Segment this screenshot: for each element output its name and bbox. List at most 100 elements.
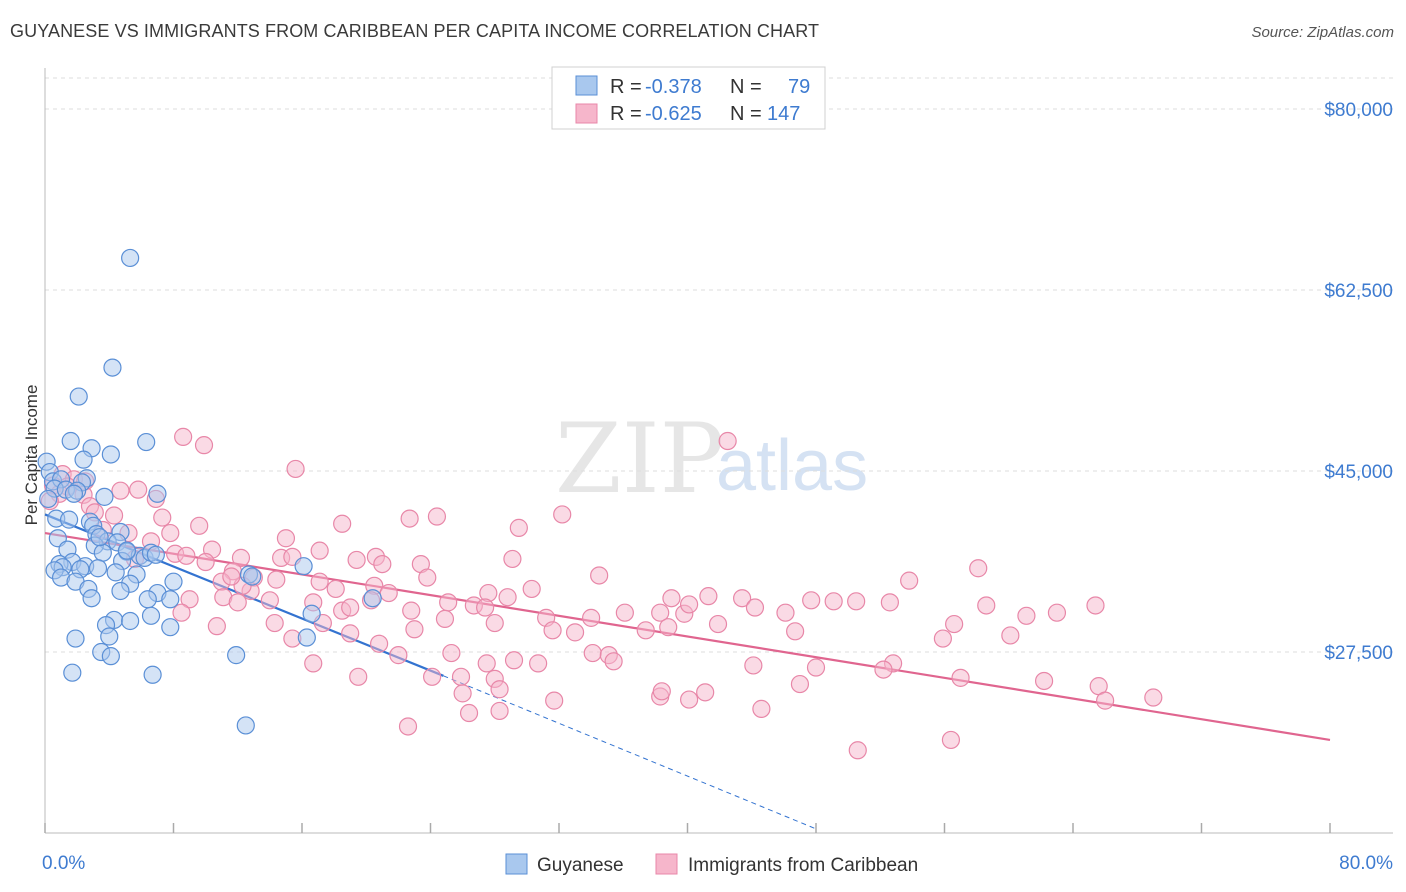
point-guyanese [138, 590, 157, 609]
point-caribbean [260, 591, 279, 610]
point-caribbean [604, 652, 623, 671]
point-caribbean [442, 643, 461, 663]
legend-n-value-2: 147 [767, 103, 800, 125]
source-credit: Source: ZipAtlas.com [1251, 24, 1394, 41]
point-caribbean [786, 622, 805, 641]
point-caribbean [402, 601, 421, 620]
chart-title: GUYANESE VS IMMIGRANTS FROM CARIBBEAN PE… [10, 21, 820, 41]
point-caribbean [490, 701, 509, 721]
point-caribbean [790, 674, 810, 694]
legend-n-label-1: N = [730, 76, 762, 98]
y-tick-label: $27,500 [1324, 643, 1393, 664]
point-caribbean [435, 609, 455, 629]
point-guyanese [141, 606, 161, 625]
point-caribbean [696, 683, 715, 702]
point-caribbean [945, 614, 964, 634]
point-guyanese [101, 647, 120, 666]
point-caribbean [708, 614, 728, 634]
point-caribbean [752, 699, 771, 718]
point-caribbean [341, 624, 360, 643]
point-caribbean [190, 516, 209, 535]
point-guyanese [59, 510, 79, 529]
point-caribbean [304, 654, 323, 673]
point-caribbean [1086, 596, 1105, 615]
point-caribbean [1047, 603, 1067, 622]
point-caribbean [267, 570, 286, 589]
point-guyanese [106, 563, 125, 582]
point-caribbean [153, 508, 172, 527]
point-caribbean [806, 658, 826, 677]
point-caribbean [172, 603, 191, 622]
data-points [37, 248, 1163, 760]
point-caribbean [161, 523, 180, 543]
point-caribbean [941, 730, 961, 750]
point-caribbean [418, 568, 437, 587]
point-guyanese [161, 590, 180, 609]
point-caribbean [310, 572, 329, 591]
legend-r-value-2: -0.625 [645, 103, 702, 125]
point-guyanese [302, 604, 321, 623]
point-caribbean [196, 552, 215, 572]
point-guyanese [227, 646, 246, 665]
point-caribbean [326, 579, 345, 599]
point-caribbean [529, 654, 548, 673]
point-caribbean [405, 620, 424, 639]
point-caribbean [744, 656, 763, 675]
point-caribbean [286, 459, 305, 479]
point-caribbean [1034, 671, 1054, 691]
point-caribbean [207, 617, 226, 636]
point-guyanese [294, 557, 313, 576]
y-tick-label: $80,000 [1324, 100, 1393, 121]
point-caribbean [194, 436, 214, 455]
point-caribbean [476, 598, 495, 617]
point-guyanese [66, 629, 85, 648]
point-guyanese [121, 611, 140, 631]
point-guyanese [146, 545, 165, 564]
point-caribbean [1017, 606, 1036, 625]
point-caribbean [177, 546, 196, 565]
point-caribbean [231, 548, 251, 567]
series-legend: Guyanese Immigrants from Caribbean [505, 853, 918, 876]
point-caribbean [459, 703, 479, 723]
point-caribbean [776, 603, 795, 622]
x-tick-label-start: 0.0% [42, 853, 85, 874]
point-caribbean [379, 583, 398, 603]
bottom-legend-label-caribbean: Immigrants from Caribbean [688, 855, 918, 876]
point-guyanese [236, 716, 255, 735]
point-caribbean [680, 595, 699, 614]
point-caribbean [699, 587, 718, 606]
point-guyanese [121, 248, 140, 268]
point-caribbean [174, 427, 193, 446]
point-guyanese [103, 358, 122, 377]
bottom-legend-swatch-caribbean [655, 853, 678, 875]
trendline-guyanese-extrapolated [443, 675, 817, 830]
correlation-legend: R = -0.378 N = 79 R = -0.625 N = 147 [551, 66, 826, 130]
point-caribbean [490, 680, 509, 699]
point-caribbean [333, 514, 352, 533]
point-caribbean [545, 691, 564, 710]
point-caribbean [503, 549, 522, 569]
point-caribbean [265, 613, 284, 633]
point-caribbean [453, 684, 472, 703]
point-guyanese [164, 572, 183, 591]
point-caribbean [652, 682, 671, 701]
point-guyanese [61, 431, 80, 451]
point-guyanese [63, 663, 82, 682]
legend-n-label-2: N = [730, 103, 762, 125]
point-guyanese [82, 589, 101, 608]
point-caribbean [423, 667, 442, 686]
point-caribbean [582, 608, 601, 627]
bottom-legend-swatch-guyanese [505, 853, 528, 875]
point-guyanese [88, 559, 108, 578]
point-caribbean [427, 507, 447, 526]
point-caribbean [222, 567, 241, 586]
point-guyanese [137, 432, 156, 452]
point-caribbean [933, 629, 952, 648]
bottom-legend-label-guyanese: Guyanese [537, 855, 624, 876]
legend-r-label-2: R = [610, 103, 642, 125]
point-caribbean [347, 550, 366, 570]
point-caribbean [398, 717, 418, 736]
point-caribbean [1144, 688, 1163, 707]
point-caribbean [504, 651, 524, 670]
